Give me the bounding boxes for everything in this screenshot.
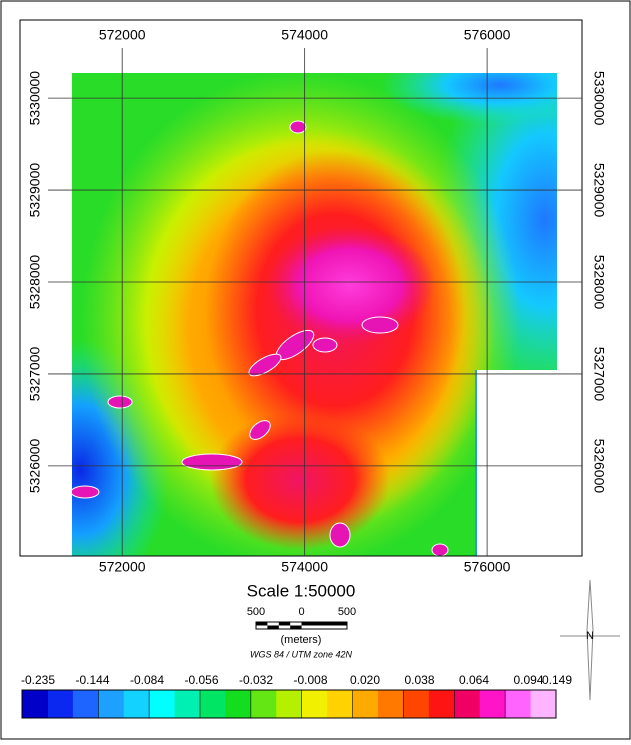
x-tick-label: 572000 — [99, 27, 146, 43]
colorbar-swatch — [72, 690, 99, 718]
colorbar-label: -0.032 — [239, 673, 273, 687]
colorbar-swatch — [530, 690, 557, 718]
colorbar-swatch — [149, 690, 175, 718]
y-tick-label: 5330000 — [27, 71, 43, 126]
colorbar-swatch — [378, 690, 404, 718]
scale-label: 500 — [338, 606, 356, 618]
colorbar-label: 0.149 — [542, 673, 572, 687]
x-tick-label: 572000 — [99, 559, 146, 575]
y-tick-label: 5326000 — [591, 439, 607, 494]
colorbar-label: -0.235 — [21, 673, 55, 687]
x-tick-label: 574000 — [281, 559, 328, 575]
colorbar-label: -0.144 — [75, 673, 109, 687]
colorbar-swatch — [276, 690, 303, 718]
colorbar-swatch — [428, 690, 455, 718]
colorbar-label: -0.008 — [293, 673, 327, 687]
colorbar-swatch — [301, 690, 328, 718]
colorbar-swatch — [454, 690, 481, 718]
y-tick-label: 5329000 — [27, 163, 43, 218]
projection-label: WGS 84 / UTM zone 42N — [250, 649, 353, 659]
x-tick-label: 574000 — [281, 27, 328, 43]
x-tick-label: 576000 — [464, 27, 511, 43]
scale-label: 0 — [298, 606, 304, 618]
y-tick-label: 5326000 — [27, 438, 43, 493]
colorbar-swatch — [123, 690, 150, 718]
y-tick-label: 5330000 — [591, 71, 607, 126]
colorbar-swatch — [505, 690, 531, 718]
colorbar-swatch — [22, 690, 48, 718]
colorbar-border — [21, 689, 557, 719]
y-tick-label: 5328000 — [27, 255, 43, 310]
scale-title: Scale 1:50000 — [247, 581, 356, 600]
y-tick-label: 5327000 — [591, 347, 607, 402]
scale-bar — [255, 621, 348, 630]
scale-label: 500 — [247, 606, 265, 618]
y-tick-label: 5327000 — [27, 347, 43, 402]
y-tick-label: 5329000 — [591, 163, 607, 218]
colorbar-swatch — [327, 690, 353, 718]
north-arrow — [560, 579, 620, 701]
anomaly-raster — [72, 73, 557, 556]
colorbar-label: -0.084 — [130, 673, 164, 687]
colorbar-swatch — [200, 690, 226, 718]
colorbar-swatch — [98, 690, 125, 718]
colorbar-swatch — [479, 690, 506, 718]
y-tick-label: 5328000 — [591, 255, 607, 310]
colorbar-label: 0.038 — [404, 673, 434, 687]
colorbar-swatch — [174, 690, 201, 718]
colorbar — [21, 689, 557, 719]
colorbar-swatch — [352, 690, 379, 718]
colorbar-label: 0.064 — [459, 673, 489, 687]
scale-units: (meters) — [281, 634, 322, 646]
colorbar-label: 0.020 — [350, 673, 380, 687]
colorbar-swatch — [250, 690, 277, 718]
north-label: N — [586, 630, 594, 642]
colorbar-swatch — [403, 690, 430, 718]
colorbar-swatch — [225, 690, 252, 718]
graticule — [48, 48, 582, 556]
colorbar-label: 0.094 — [513, 673, 543, 687]
x-tick-label: 576000 — [464, 559, 511, 575]
map-frame — [19, 19, 583, 557]
colorbar-swatch — [47, 690, 74, 718]
colorbar-label: -0.056 — [184, 673, 218, 687]
